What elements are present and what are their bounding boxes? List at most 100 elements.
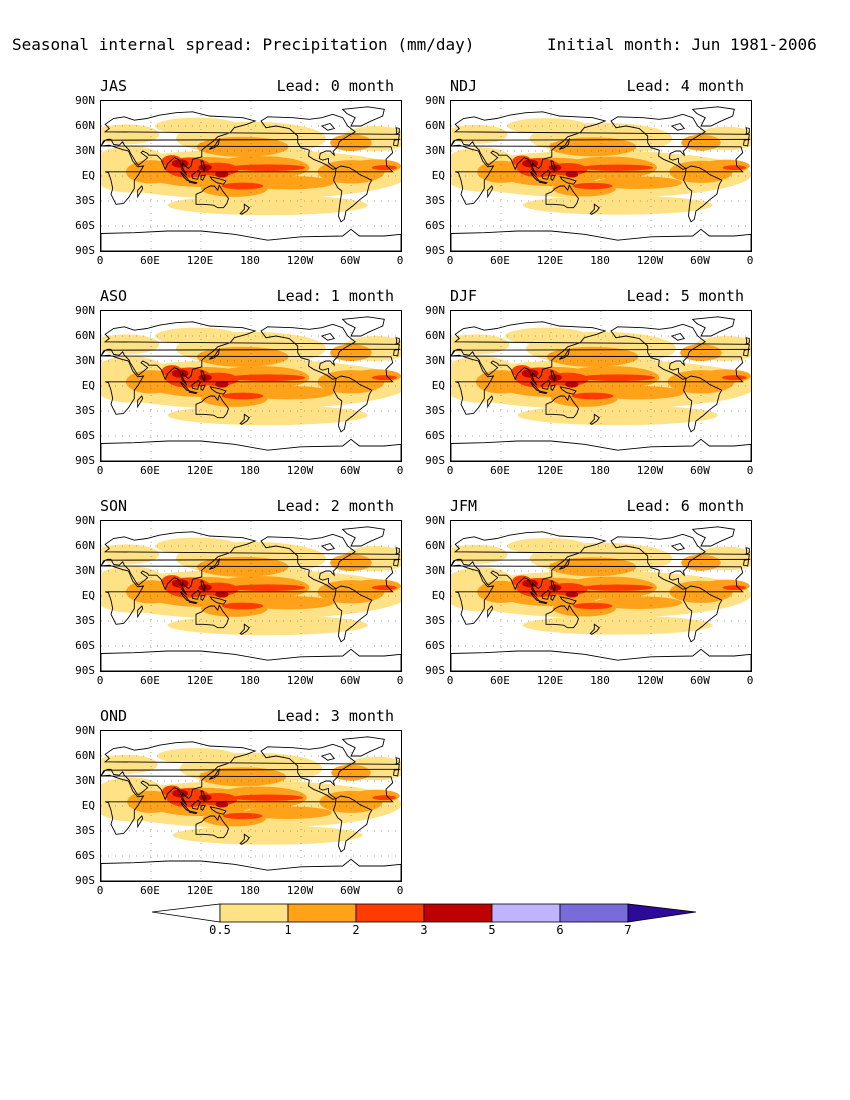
coastline <box>558 557 570 570</box>
spread-region-level-2 <box>580 374 656 381</box>
spread-region-level-0 <box>101 544 160 565</box>
coastline <box>191 379 201 390</box>
coastline <box>545 184 580 209</box>
coastline <box>333 375 373 433</box>
y-tick-label: 60S <box>75 849 95 862</box>
season-label: JAS <box>100 77 128 95</box>
colorbar: 0.5 1 2 3 5 6 7 <box>150 902 702 936</box>
coastline <box>191 799 201 810</box>
y-tick-label: EQ <box>81 589 95 602</box>
x-tick-label: 120E <box>186 254 214 267</box>
colorbar-over <box>627 903 697 923</box>
y-tick-label: EQ <box>81 799 95 812</box>
spread-region-level-0 <box>517 405 718 426</box>
spread-region-level-0 <box>167 195 368 216</box>
coastline <box>200 384 207 391</box>
coastline <box>260 113 356 170</box>
coastline <box>487 185 494 199</box>
season-label: JFM <box>450 497 478 515</box>
coastline <box>550 384 557 391</box>
coastline <box>195 814 230 839</box>
y-tick-label: 60N <box>425 539 445 552</box>
spread-region-level-0 <box>451 544 508 564</box>
spread-region-level-0 <box>172 825 363 845</box>
x-tick-label: 60W <box>340 254 360 267</box>
coastline <box>395 127 400 136</box>
lead-label: Lead: 1 month <box>276 287 394 305</box>
coastline <box>610 533 706 590</box>
y-tick-label: 90S <box>75 874 95 887</box>
spread-region-level-0 <box>167 615 368 636</box>
coastline <box>341 106 385 127</box>
coastline <box>451 354 744 415</box>
colorbar-tick-label: 7 <box>624 923 632 937</box>
coastline <box>209 386 227 395</box>
coastline <box>137 395 144 409</box>
colorbar-under <box>151 903 221 923</box>
coastline <box>101 144 394 205</box>
coastline <box>529 381 541 392</box>
coastline <box>670 542 686 551</box>
coastline <box>670 122 686 131</box>
coastline <box>395 547 400 556</box>
coastline <box>395 757 400 766</box>
coastline <box>209 806 227 815</box>
coastline <box>745 547 750 556</box>
y-tick-label: EQ <box>431 169 445 182</box>
coastline <box>745 127 750 136</box>
map-svg <box>101 101 401 251</box>
x-tick-label: 120W <box>636 464 664 477</box>
y-tick-label: 60N <box>425 329 445 342</box>
spread-region-level-0 <box>451 334 510 355</box>
y-tick-label: 90N <box>425 304 445 317</box>
x-tick-label: 0 <box>396 674 404 687</box>
x-tick-label: 0 <box>396 464 404 477</box>
spread-region-level-2 <box>722 585 747 591</box>
coastline <box>559 386 577 395</box>
coastline <box>589 623 600 635</box>
coastline <box>188 810 198 814</box>
y-tick-label: 60S <box>425 429 445 442</box>
coastline <box>320 542 336 551</box>
coastline <box>195 184 230 209</box>
x-tick-label: 60W <box>690 254 710 267</box>
coastline <box>209 176 227 185</box>
coastline <box>260 323 356 380</box>
y-tick-label: 30S <box>425 614 445 627</box>
coastline <box>188 180 198 184</box>
spread-region-level-2 <box>230 164 306 171</box>
y-tick-label: 30S <box>75 194 95 207</box>
y-tick-label: EQ <box>81 379 95 392</box>
season-label: SON <box>100 497 128 515</box>
coastline <box>239 413 250 425</box>
coastline <box>451 111 751 176</box>
coastline <box>529 591 541 602</box>
x-tick-label: 120E <box>536 674 564 687</box>
coastline <box>610 323 706 380</box>
coastline <box>550 370 556 383</box>
coastline <box>559 176 577 185</box>
spread-region-level-3 <box>565 591 579 598</box>
coastline <box>333 585 373 643</box>
coastline <box>179 381 191 392</box>
x-tick-label: 60W <box>690 674 710 687</box>
coastline <box>101 228 401 251</box>
spread-region-level-3 <box>215 591 229 598</box>
lead-label: Lead: 0 month <box>276 77 394 95</box>
y-tick-label: 30N <box>75 144 95 157</box>
colorbar-swatch <box>287 903 357 923</box>
x-tick-label: 60E <box>490 674 510 687</box>
lead-label: Lead: 4 month <box>626 77 744 95</box>
x-tick-label: 0 <box>96 884 104 897</box>
coastline <box>101 648 401 671</box>
coastline <box>239 203 250 215</box>
coastline <box>320 752 336 761</box>
season-label: NDJ <box>450 77 478 95</box>
spread-region-level-0 <box>522 195 713 215</box>
x-tick-label: 60E <box>140 254 160 267</box>
x-tick-label: 60E <box>490 254 510 267</box>
x-tick-label: 180 <box>590 674 610 687</box>
x-tick-label: 0 <box>446 674 454 687</box>
x-tick-label: 60W <box>340 884 360 897</box>
map-panel-son <box>100 520 402 672</box>
